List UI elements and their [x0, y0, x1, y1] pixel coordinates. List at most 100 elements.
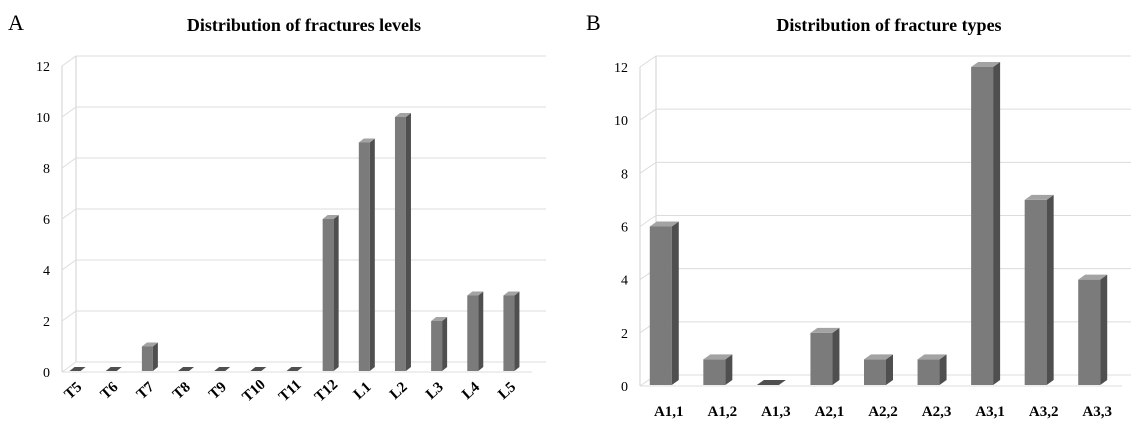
- bar-side-face: [1046, 194, 1054, 385]
- bar-t5: [69, 367, 86, 371]
- bar-t10: [250, 367, 267, 371]
- gridline: [61, 310, 546, 322]
- bar-top-face: [917, 354, 947, 360]
- y-tick-label: 0: [621, 380, 628, 395]
- x-tick-label: L1: [351, 379, 375, 403]
- bar-zero-sliver: [286, 367, 303, 371]
- gridline: [639, 55, 1131, 68]
- bar-front-face: [1078, 279, 1101, 385]
- bar-zero-sliver: [178, 367, 195, 371]
- x-tick-label: A2,1: [815, 404, 845, 420]
- bar-zero-sliver: [250, 367, 267, 371]
- x-tick-label: A2,2: [868, 404, 898, 420]
- gridline: [639, 161, 1131, 174]
- y-tick-label: 2: [621, 327, 628, 342]
- bar-side-face: [993, 62, 1001, 385]
- bar-front-face: [1024, 199, 1047, 385]
- x-tick-label: A3,3: [1082, 404, 1112, 420]
- x-tick-label: L2: [387, 379, 411, 403]
- bar-t11: [286, 367, 303, 371]
- bar-a3-1: [971, 62, 1001, 385]
- bar-top-face: [1078, 274, 1108, 280]
- bar-top-face: [864, 354, 893, 360]
- x-tick-label: L5: [495, 379, 519, 403]
- chart-fracture-types: Distribution of fracture types 0 2 4 6 8 10 12 A…: [614, 15, 1131, 420]
- y-tick-label: 2: [43, 315, 50, 330]
- x-tick-label: A1,2: [708, 404, 738, 420]
- y-tick-label: 6: [621, 221, 628, 236]
- y-tick-label: 4: [43, 264, 50, 279]
- x-tick-label: T8: [170, 379, 194, 403]
- bar-a1-1: [649, 221, 679, 385]
- bar-zero-sliver: [756, 380, 786, 385]
- x-tick-label: T9: [206, 379, 230, 403]
- bar-top-face: [703, 354, 733, 360]
- x-tick-label: A1,1: [654, 404, 684, 420]
- bar-side-face: [886, 354, 893, 385]
- bar-side-face: [405, 113, 411, 371]
- bar-front-face: [810, 332, 833, 385]
- bar-front-face: [649, 226, 672, 385]
- x-tick-label: T5: [62, 379, 86, 403]
- bar-l5: [503, 291, 520, 371]
- bar-a2-3: [917, 354, 947, 385]
- bar-l3: [431, 317, 448, 371]
- x-tick-label: T10: [240, 377, 269, 406]
- bar-side-face: [478, 291, 484, 371]
- gridline: [639, 215, 1131, 227]
- bar-t6: [105, 367, 122, 371]
- bar-side-face: [671, 221, 679, 385]
- bar-t12: [322, 215, 339, 371]
- bar-top-face: [1024, 194, 1054, 200]
- gridline: [61, 106, 546, 118]
- bar-side-face: [442, 317, 448, 371]
- bar-a2-2: [864, 354, 893, 385]
- gridline: [639, 321, 1131, 334]
- bar-side-face: [1100, 274, 1108, 385]
- bar-t9: [214, 367, 231, 371]
- bar-side-face: [832, 327, 840, 385]
- y-tick-label: 6: [43, 213, 50, 228]
- bar-side-face: [333, 215, 339, 371]
- bar-a2-1: [810, 327, 840, 385]
- gridline: [61, 259, 546, 271]
- bar-front-face: [358, 142, 370, 371]
- bar-t7: [141, 342, 158, 371]
- y-tick-label: 10: [36, 111, 50, 126]
- y-tick-label: 8: [621, 167, 628, 182]
- bar-side-face: [514, 291, 520, 371]
- bar-front-face: [864, 359, 886, 385]
- bar-front-face: [394, 117, 406, 371]
- chart-title: Distribution of fractures levels: [187, 15, 421, 35]
- gridline: [61, 157, 546, 169]
- panel-letter-a: A: [8, 10, 24, 35]
- x-tick-label: L4: [459, 379, 483, 403]
- x-tick-label: L3: [423, 379, 447, 403]
- panel-letter-b: B: [586, 10, 601, 35]
- bar-top-face: [467, 291, 484, 296]
- bar-top-face: [649, 221, 679, 227]
- bar-front-face: [503, 295, 515, 371]
- bar-side-face: [369, 138, 375, 371]
- bar-zero-sliver: [105, 367, 122, 371]
- bar-l4: [467, 291, 484, 371]
- bar-a1-3: [756, 380, 786, 385]
- bar-side-face: [725, 354, 733, 385]
- x-tick-label: T6: [98, 379, 122, 403]
- x-tick-label: A2,3: [922, 404, 952, 420]
- bar-top-face: [394, 113, 411, 117]
- y-tick-label: 12: [36, 60, 50, 75]
- y-tick-label: 4: [621, 274, 628, 289]
- bar-l2: [394, 113, 411, 371]
- bar-side-face: [939, 354, 947, 385]
- bar-top-face: [971, 62, 1001, 67]
- bar-top-face: [503, 291, 520, 296]
- y-tick-label: 8: [43, 162, 50, 177]
- bar-side-face: [152, 342, 158, 371]
- bar-front-face: [431, 321, 443, 371]
- chart-fracture-levels: Distribution of fractures levels 0 2 4 6 8 10 1…: [36, 15, 546, 405]
- bar-front-face: [971, 67, 994, 385]
- y-tick-label: 10: [614, 114, 628, 129]
- bar-zero-sliver: [214, 367, 231, 371]
